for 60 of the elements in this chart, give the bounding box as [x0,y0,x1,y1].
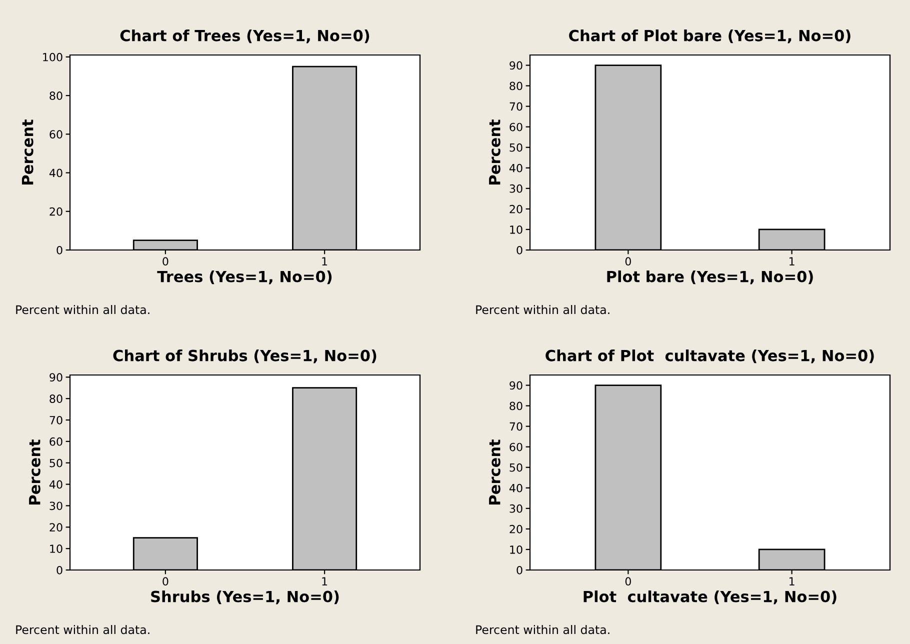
y-tick-label: 20 [510,524,522,534]
y-tick-label: 10 [510,545,522,554]
y-tick-label: 40 [49,168,62,178]
y-tick-label: 50 [510,463,522,472]
chart-title: Chart of Plot bare (Yes=1, No=0) [569,30,850,44]
y-tick-label: 20 [50,523,62,532]
y-tick-label: 90 [510,61,522,70]
y-tick-label: 80 [510,82,522,90]
y-axis-title: Percent [22,120,34,184]
text: Percent within all data. [476,625,610,634]
text: Percent within all data. [476,305,610,314]
y-axis-title: Percent [489,120,500,184]
x-tick-label: 0 [162,577,168,586]
y-tick-label: 20 [510,204,522,214]
x-axis-title: Plot bare (Yes=1, No=0) [607,270,813,284]
x-tick-label: 1 [322,577,328,586]
y-tick-label: 90 [510,381,522,390]
y-tick-label: 90 [50,373,62,382]
y-tick-label: 0 [56,566,62,574]
y-tick-label: 60 [50,130,62,139]
y-tick-label: 70 [50,416,62,424]
text: Percent within all data. [16,305,150,314]
y-tick-label: 30 [50,502,62,510]
x-tick-label: 1 [790,257,794,266]
y-tick-label: 60 [50,437,62,446]
y-tick-label: 0 [516,246,522,254]
y-tick-label: 30 [510,504,522,513]
chart-title: Chart of Plot cultavate (Yes=1, No=0) [546,350,874,364]
y-tick-label: 50 [510,143,522,152]
y-tick-label: 30 [510,184,522,193]
y-axis-title: Percent [489,440,500,504]
y-tick-label: 40 [509,484,522,492]
y-tick-label: 70 [510,422,522,431]
text: Percent within all data. [16,625,150,634]
y-tick-label: 80 [50,394,62,403]
chart-title: Chart of Shrubs (Yes=1, No=0) [113,350,376,364]
y-tick-label: 70 [510,102,522,111]
y-tick-label: 0 [516,566,522,574]
x-axis-title: Trees (Yes=1, No=0) [157,270,332,284]
x-tick-label: 1 [790,577,794,586]
y-tick-label: 40 [49,480,62,489]
y-tick-label: 10 [510,225,522,234]
chart-title: Chart of Trees (Yes=1, No=0) [120,30,370,44]
y-tick-label: 100 [43,52,62,62]
y-tick-label: 60 [510,122,522,132]
x-axis-title: Shrubs (Yes=1, No=0) [151,590,339,604]
y-tick-label: 20 [50,207,62,216]
y-axis-title: Percent [29,440,40,504]
x-axis-title: Plot cultavate (Yes=1, No=0) [584,590,836,604]
y-tick-label: 0 [56,246,62,254]
y-tick-label: 10 [50,544,62,553]
y-tick-label: 80 [510,402,522,410]
y-tick-label: 40 [509,164,522,172]
x-tick-label: 0 [625,577,631,586]
y-tick-label: 60 [510,442,522,452]
y-tick-label: 50 [50,458,62,468]
x-tick-label: 0 [162,257,168,266]
x-tick-label: 0 [625,257,631,266]
y-tick-label: 80 [50,92,62,100]
x-tick-label: 1 [322,257,328,266]
